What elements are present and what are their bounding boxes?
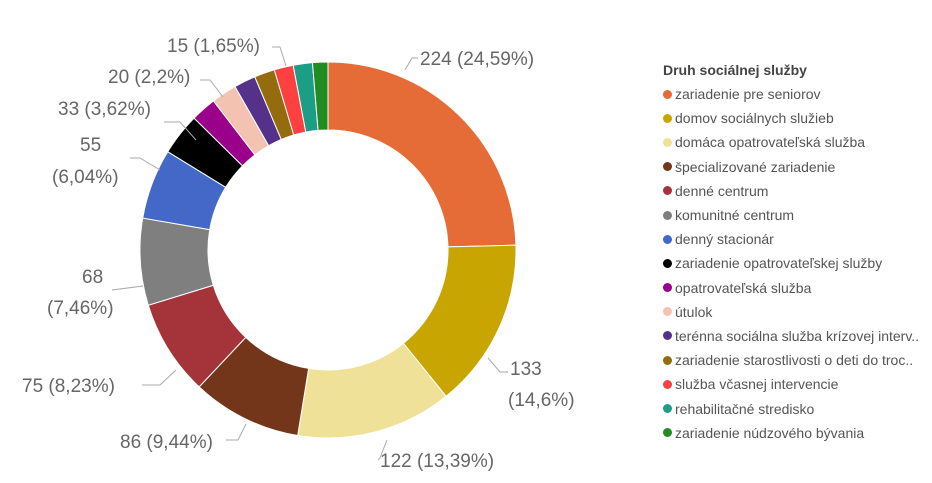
legend-label: zariadenie starostlivosti o deti do troc…	[675, 352, 914, 369]
legend-item[interactable]: rehabilitačné stredisko	[663, 396, 919, 420]
legend-label: rehabilitačné stredisko	[675, 400, 815, 417]
legend-dot-icon	[663, 137, 672, 147]
legend-dot-icon	[663, 283, 672, 293]
legend-dot-icon	[663, 89, 672, 99]
legend-item[interactable]: denný stacionár	[663, 227, 919, 251]
data-label: 122 (13,39%)	[380, 451, 494, 472]
legend-item[interactable]: opatrovateľská služba	[663, 276, 919, 300]
donut-slice[interactable]	[327, 61, 517, 248]
legend-label: opatrovateľská služba	[675, 279, 812, 296]
legend-item[interactable]: komunitné centrum	[663, 203, 919, 227]
data-label: 20 (2,2%)	[108, 67, 190, 88]
leader-line	[487, 357, 508, 373]
data-label: 224 (24,59%)	[420, 49, 534, 70]
legend-item[interactable]: domáca opatrovateľská služba	[663, 130, 919, 154]
legend-item[interactable]: terénna sociálna služba krízovej interv.…	[663, 324, 919, 348]
legend-dot-icon	[663, 404, 672, 414]
legend-dot-icon	[663, 331, 672, 341]
leader-line	[377, 439, 388, 461]
legend-label: domov sociálnych služieb	[675, 110, 834, 127]
legend-item[interactable]: denné centrum	[663, 179, 919, 203]
legend-label: komunitné centrum	[675, 207, 795, 224]
legend-label: terénna sociálna služba krízovej interv.…	[675, 327, 920, 344]
legend-label: denný stacionár	[675, 231, 774, 248]
leader-line	[142, 369, 177, 386]
legend-item[interactable]: zariadenie opatrovateľskej služby	[663, 251, 919, 275]
legend-label: zariadenie opatrovateľskej služby	[675, 255, 883, 272]
data-label: (6,04%)	[52, 167, 119, 188]
leader-line	[111, 285, 144, 291]
legend-label: denné centrum	[675, 182, 769, 199]
legend-dot-icon	[663, 162, 672, 172]
legend-dot-icon	[663, 210, 672, 220]
legend-label: zariadenie pre seniorov	[675, 86, 821, 103]
legend-label: služba včasnej intervencie	[675, 376, 839, 393]
legend-label: špecializované zariadenie	[675, 158, 836, 175]
legend-dot-icon	[663, 186, 672, 196]
donut-slice[interactable]	[311, 61, 329, 131]
data-label: 68	[82, 267, 103, 288]
legend-label: útulok	[675, 303, 713, 320]
leader-line	[130, 157, 161, 171]
data-label: (7,46%)	[47, 298, 114, 319]
legend-item[interactable]: domov sociálnych služieb	[663, 106, 919, 130]
legend-dot-icon	[663, 307, 672, 317]
data-label: 33 (3,62%)	[58, 99, 151, 120]
leader-line	[226, 423, 247, 441]
leader-line	[200, 79, 224, 98]
legend-item[interactable]: špecializované zariadenie	[663, 155, 919, 179]
data-label: 75 (8,23%)	[22, 376, 115, 397]
legend-label: zariadenie núdzového bývania	[675, 424, 865, 441]
legend-dot-icon	[663, 379, 672, 389]
legend-title: Druh sociálnej služby	[663, 62, 807, 78]
data-label: 133	[510, 359, 542, 380]
data-label: (14,6%)	[508, 390, 575, 411]
legend-item[interactable]: zariadenie starostlivosti o deti do troc…	[663, 348, 919, 372]
data-label: 86 (9,44%)	[120, 432, 213, 453]
legend-label: domáca opatrovateľská služba	[675, 134, 866, 151]
legend-dot-icon	[663, 113, 672, 123]
legend-item[interactable]: zariadenie pre seniorov	[663, 82, 919, 106]
leader-line	[272, 46, 287, 67]
legend-dot-icon	[663, 428, 672, 438]
data-label: 55	[80, 135, 101, 156]
legend-dot-icon	[663, 234, 672, 244]
legend-item[interactable]: služba včasnej intervencie	[663, 372, 919, 396]
legend-item[interactable]: útulok	[663, 300, 919, 324]
legend: Druh sociálnej služby zariadenie pre sen…	[663, 62, 919, 445]
legend-item[interactable]: zariadenie núdzového bývania	[663, 421, 919, 445]
legend-dot-icon	[663, 355, 672, 365]
donut-chart: 224 (24,59%) 133 (14,6%) 122 (13,39%) 86 (9,…	[22, 36, 575, 472]
data-label: 15 (1,65%)	[167, 36, 260, 57]
leader-line	[404, 57, 418, 71]
leader-line	[164, 121, 197, 141]
legend-dot-icon	[663, 258, 672, 268]
